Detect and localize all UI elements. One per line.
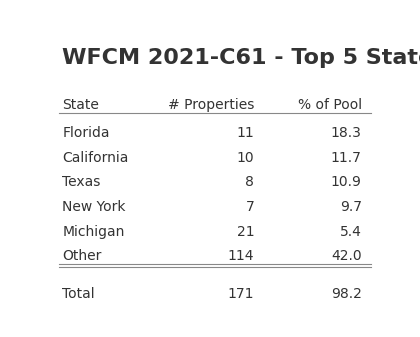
Text: 8: 8	[245, 175, 255, 189]
Text: 5.4: 5.4	[340, 225, 362, 239]
Text: 10.9: 10.9	[331, 175, 362, 189]
Text: Total: Total	[62, 287, 95, 301]
Text: Michigan: Michigan	[62, 225, 125, 239]
Text: 114: 114	[228, 249, 255, 263]
Text: 21: 21	[237, 225, 255, 239]
Text: 11: 11	[236, 126, 255, 140]
Text: 10: 10	[237, 151, 255, 165]
Text: WFCM 2021-C61 - Top 5 States: WFCM 2021-C61 - Top 5 States	[62, 48, 420, 68]
Text: 7: 7	[246, 200, 255, 214]
Text: Other: Other	[62, 249, 102, 263]
Text: 18.3: 18.3	[331, 126, 362, 140]
Text: 11.7: 11.7	[331, 151, 362, 165]
Text: 42.0: 42.0	[331, 249, 362, 263]
Text: # Properties: # Properties	[168, 97, 255, 112]
Text: 98.2: 98.2	[331, 287, 362, 301]
Text: % of Pool: % of Pool	[298, 97, 362, 112]
Text: State: State	[62, 97, 99, 112]
Text: New York: New York	[62, 200, 126, 214]
Text: 171: 171	[228, 287, 255, 301]
Text: Texas: Texas	[62, 175, 101, 189]
Text: Florida: Florida	[62, 126, 110, 140]
Text: California: California	[62, 151, 129, 165]
Text: 9.7: 9.7	[340, 200, 362, 214]
